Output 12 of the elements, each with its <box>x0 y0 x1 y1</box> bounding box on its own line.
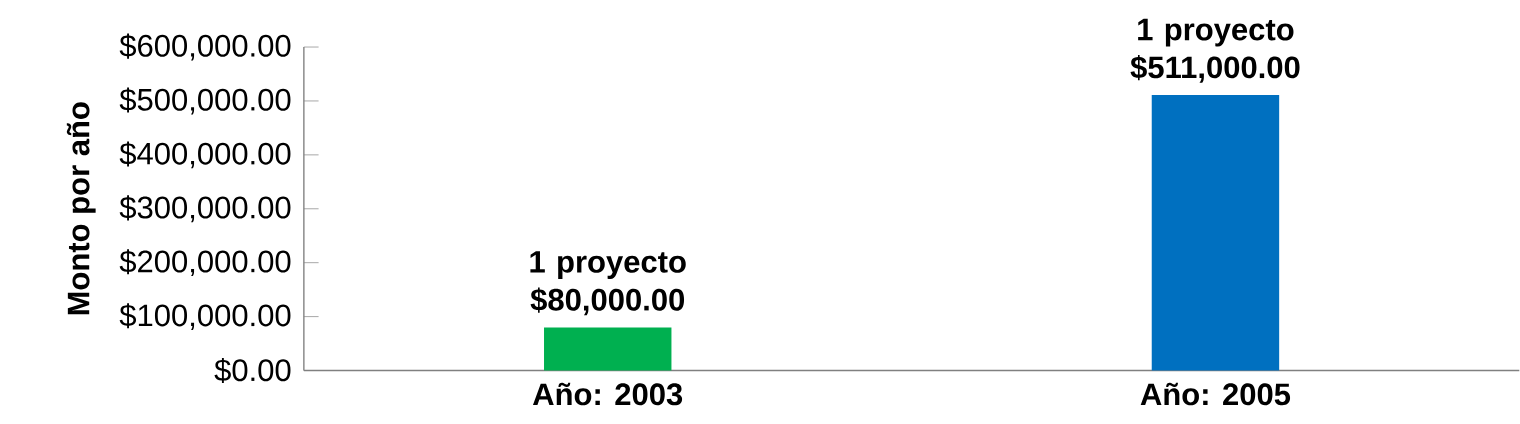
x-tick-label: Año: 2005 <box>1140 382 1291 406</box>
y-tick-label: $0.00 <box>214 357 291 383</box>
data-label: 1 proyecto $511,000.00 <box>1130 18 1300 83</box>
y-tick-label: $600,000.00 <box>119 33 291 61</box>
x-tick-label: Año: 2003 <box>532 382 683 406</box>
y-tick-label: $500,000.00 <box>119 87 291 115</box>
y-tick-label: $200,000.00 <box>119 249 291 276</box>
data-label: 1 proyecto $80,000.00 <box>530 250 686 316</box>
y-tick-label: $100,000.00 <box>119 302 291 330</box>
y-tick-label: $300,000.00 <box>119 195 291 223</box>
y-axis-title: Monto por año <box>66 102 96 315</box>
y-tick-label: $400,000.00 <box>119 141 291 169</box>
